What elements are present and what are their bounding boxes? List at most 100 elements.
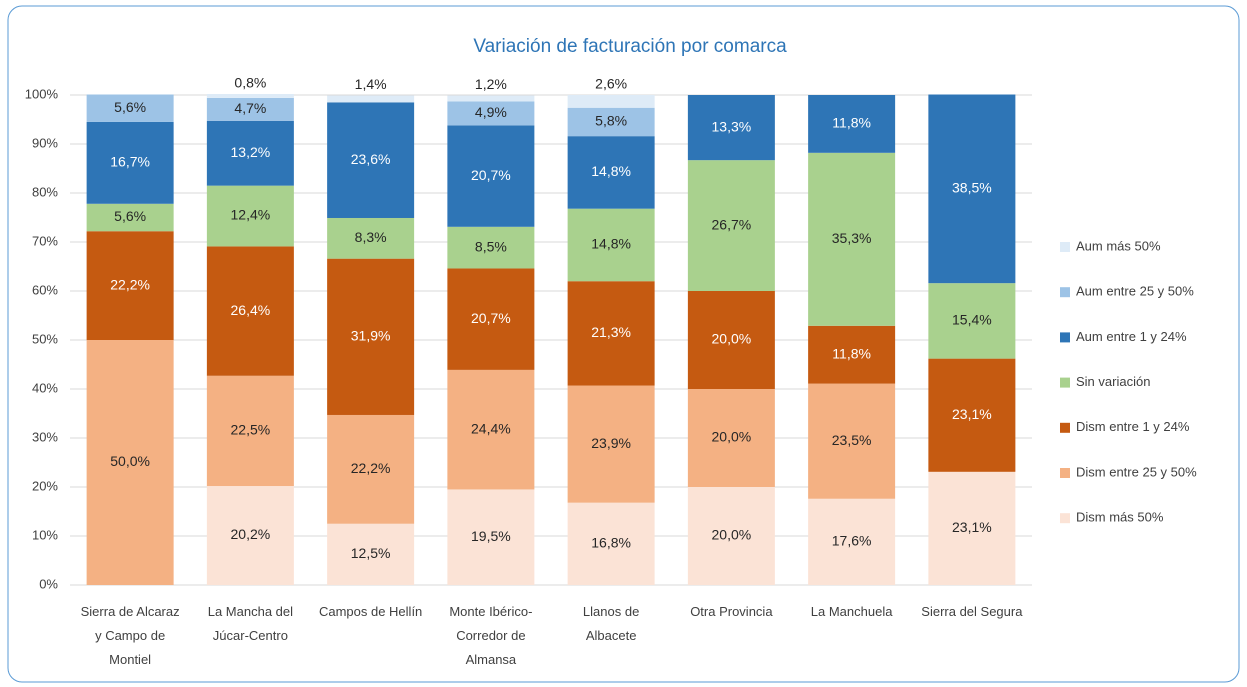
data-label: 23,9% <box>591 435 631 451</box>
bar-segment <box>327 258 415 415</box>
bar-segment <box>447 489 535 585</box>
data-label: 14,8% <box>591 236 631 252</box>
bar-segment <box>687 95 775 161</box>
bar-segment <box>206 375 294 487</box>
y-tick-label: 40% <box>32 380 58 395</box>
data-label: 22,2% <box>110 276 150 292</box>
bar-segment <box>206 94 294 98</box>
data-label: 38,5% <box>952 180 992 196</box>
data-label: 15,4% <box>952 312 992 328</box>
legend-swatch <box>1060 242 1070 252</box>
y-tick-label: 10% <box>32 527 58 542</box>
data-label: 4,9% <box>475 104 507 120</box>
bar-segment <box>327 414 415 524</box>
data-label: 14,8% <box>591 163 631 179</box>
data-label: 11,8% <box>832 115 871 131</box>
legend-label: Dism entre 25 y 50% <box>1076 464 1197 479</box>
data-label: 1,4% <box>355 76 387 92</box>
legend-swatch <box>1060 513 1070 524</box>
bar-segment <box>808 152 896 326</box>
y-tick-label: 60% <box>32 282 58 297</box>
x-tick-label: Sierra de Alcaraz y Campo de Montiel <box>81 604 180 667</box>
bar-segment <box>447 95 535 102</box>
y-tick-label: 80% <box>32 184 58 199</box>
y-tick-label: 100% <box>25 86 59 101</box>
data-label: 20,2% <box>231 526 271 542</box>
legend-label: Dism entre 1 y 24% <box>1076 419 1190 434</box>
data-label: 5,8% <box>595 113 627 129</box>
bar-segment <box>86 94 174 122</box>
bar-segment <box>928 94 1016 284</box>
bar-segment <box>567 281 655 386</box>
legend-swatch <box>1060 468 1070 478</box>
data-label: 20,0% <box>712 331 752 347</box>
data-label: 23,6% <box>351 151 391 167</box>
bar-segment <box>327 217 415 259</box>
bar-segment <box>567 502 655 585</box>
legend-label: Aum entre 25 y 50% <box>1076 284 1194 299</box>
data-label: 4,7% <box>234 100 266 116</box>
y-tick-label: 90% <box>32 135 58 150</box>
data-label: 8,3% <box>355 229 387 245</box>
data-label: 22,2% <box>351 460 391 476</box>
bar-segment <box>447 268 535 370</box>
y-tick-label: 0% <box>39 576 58 591</box>
bar-segment <box>928 283 1016 359</box>
legend-label: Dism más 50% <box>1076 510 1164 525</box>
x-tick-label: La Manchuela <box>811 604 893 619</box>
bar-segment <box>327 95 415 103</box>
data-label: 17,6% <box>832 533 872 549</box>
data-label: 12,4% <box>231 207 271 223</box>
data-label: 16,8% <box>591 535 631 551</box>
data-label: 20,0% <box>712 429 752 445</box>
data-label: 24,4% <box>471 420 511 436</box>
bar-segment <box>928 358 1016 472</box>
bar-segment <box>327 102 415 218</box>
data-label: 11,8% <box>832 345 871 361</box>
data-label: 35,3% <box>832 230 872 246</box>
bar-segment <box>447 101 535 126</box>
bar-segment <box>447 369 535 490</box>
bar-segment <box>808 95 896 153</box>
data-label: 2,6% <box>595 76 627 92</box>
bar-segment <box>86 121 174 204</box>
data-label: 5,6% <box>114 99 146 115</box>
data-label: 23,5% <box>832 432 872 448</box>
x-tick-label: Otra Provincia <box>690 604 773 619</box>
bar-segment <box>567 208 655 282</box>
bar-segment <box>86 340 174 585</box>
data-label: 5,6% <box>114 208 146 224</box>
x-tick-label: Monte Ibérico-Corredor de Almansa <box>449 604 532 667</box>
bar-segment <box>567 95 655 108</box>
data-label: 19,5% <box>471 528 511 544</box>
bar-segment <box>567 107 655 137</box>
bar-segment <box>86 231 174 340</box>
legend-label: Aum entre 1 y 24% <box>1076 329 1187 344</box>
data-label: 31,9% <box>351 328 391 344</box>
data-label: 20,0% <box>712 527 752 543</box>
data-label: 20,7% <box>471 167 511 183</box>
data-label: 0,8% <box>234 75 266 91</box>
data-label: 23,1% <box>952 406 992 422</box>
bar-segment <box>86 203 174 232</box>
bar-segment <box>206 97 294 121</box>
x-tick-label: Sierra del Segura <box>921 604 1023 619</box>
bar-segment <box>687 291 775 389</box>
data-label: 50,0% <box>110 453 150 469</box>
data-label: 26,7% <box>712 216 752 232</box>
data-label: 20,7% <box>471 310 511 326</box>
data-label: 26,4% <box>231 302 271 318</box>
bar-segment <box>206 120 294 186</box>
y-tick-label: 70% <box>32 233 58 248</box>
x-tick-label: La Mancha del Júcar-Centro <box>208 604 293 643</box>
data-label: 23,1% <box>952 519 992 535</box>
bar-segment <box>206 486 294 585</box>
data-label: 8,5% <box>475 238 507 254</box>
legend-swatch <box>1060 422 1070 433</box>
bar-segment <box>808 325 896 384</box>
bar-segment <box>447 226 535 269</box>
data-label: 12,5% <box>351 545 391 561</box>
bar-segment <box>447 125 535 227</box>
bar-segment <box>687 389 775 487</box>
